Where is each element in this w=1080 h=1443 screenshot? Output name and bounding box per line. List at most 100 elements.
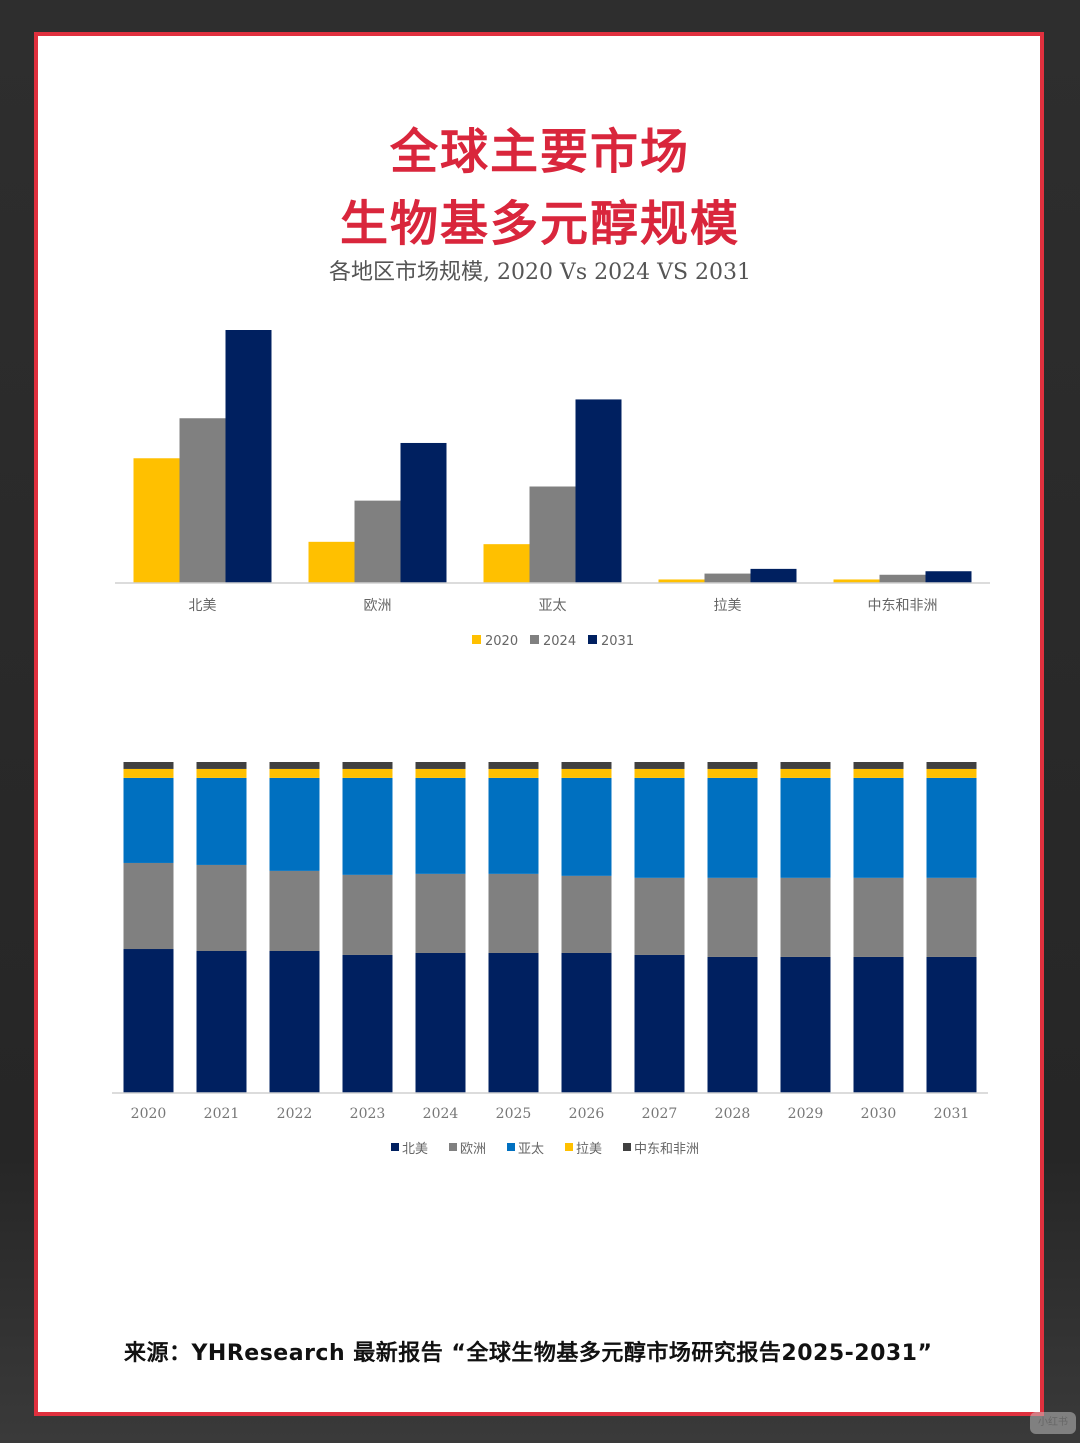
stack-2030-中东和非洲 (853, 762, 904, 769)
stack-2022-北美 (269, 951, 320, 1093)
x-tick-label: 2027 (642, 1106, 678, 1122)
stack-2021-拉美 (196, 768, 247, 778)
stack-2031-中东和非洲 (926, 762, 977, 769)
stack-2028-中东和非洲 (707, 762, 758, 769)
stack-2028-拉美 (707, 768, 758, 778)
legend-swatch-2020 (472, 635, 481, 644)
stack-2025-中东和非洲 (488, 762, 539, 769)
stack-2029-亚太 (780, 777, 831, 878)
stack-2026-中东和非洲 (561, 762, 612, 769)
x-tick-label: 2025 (496, 1106, 532, 1122)
stacked-share-chart: 2020 2021 2022 2023 2024 2025 2026 2027 2028 2029… (112, 762, 988, 1157)
stack-2025-亚太 (488, 777, 539, 874)
infographic-card (34, 32, 1044, 1416)
stack-2024-欧洲 (415, 873, 466, 953)
legend-label: 中东和非洲 (634, 1142, 699, 1157)
x-tick-label: 2024 (423, 1106, 459, 1122)
x-tick-label: 2022 (277, 1106, 313, 1122)
stack-2024-拉美 (415, 768, 466, 778)
stack-2026-北美 (561, 952, 612, 1093)
legend-label: 2031 (601, 634, 634, 649)
stack-2025-拉美 (488, 768, 539, 778)
stack-2029-中东和非洲 (780, 762, 831, 769)
x-tick-label: 2028 (715, 1106, 751, 1122)
watermark: 小红书 (1030, 1412, 1076, 1434)
stack-2025-欧洲 (488, 873, 539, 953)
x-tick-label: 2021 (204, 1106, 240, 1122)
stack-2026-亚太 (561, 777, 612, 876)
stack-2027-中东和非洲 (634, 762, 685, 769)
stack-2021-北美 (196, 951, 247, 1093)
stack-2023-亚太 (342, 777, 393, 875)
x-tick-label: 北美 (189, 598, 217, 614)
stack-2031-欧洲 (926, 877, 977, 957)
stack-2020-中东和非洲 (123, 762, 174, 769)
legend-label: 2024 (543, 634, 576, 649)
stack-2027-欧洲 (634, 877, 685, 955)
bar-北美-2020 (133, 458, 180, 583)
regional-bar-chart: 北美 欧洲 亚太 拉美 中东和非洲 2020 2024 2031 (115, 330, 990, 649)
stack-2027-拉美 (634, 768, 685, 778)
legend-swatch-亚太 (507, 1143, 515, 1151)
stack-2023-欧洲 (342, 874, 393, 955)
legend-label: 北美 (402, 1142, 428, 1157)
page-title-line2: 生物基多元醇规模 (339, 196, 740, 252)
chart1-title: 各地区市场规模, 2020 Vs 2024 VS 2031 (328, 260, 752, 285)
stack-2028-亚太 (707, 777, 758, 878)
x-tick-label: 拉美 (714, 598, 742, 614)
page-title-line1: 全球主要市场 (389, 124, 690, 180)
stack-2025-北美 (488, 952, 539, 1093)
x-tick-label: 2031 (934, 1106, 970, 1122)
stack-2026-欧洲 (561, 875, 612, 953)
stack-2028-欧洲 (707, 877, 758, 957)
stack-2020-欧洲 (123, 862, 174, 950)
stack-2030-欧洲 (853, 877, 904, 957)
x-tick-label: 亚太 (539, 598, 567, 614)
stack-2029-拉美 (780, 768, 831, 778)
stack-2024-中东和非洲 (415, 762, 466, 769)
stack-2030-拉美 (853, 768, 904, 778)
x-tick-label: 欧洲 (364, 598, 392, 614)
legend-label: 欧洲 (460, 1142, 486, 1157)
stack-2029-欧洲 (780, 877, 831, 957)
x-tick-label: 2020 (131, 1106, 167, 1122)
legend-swatch-北美 (391, 1143, 399, 1151)
stack-2030-北美 (853, 956, 904, 1093)
stack-2027-北美 (634, 954, 685, 1093)
bar-中东和非洲-2020 (833, 579, 880, 583)
stack-2024-亚太 (415, 777, 466, 874)
legend-swatch-2031 (588, 635, 597, 644)
stack-2020-亚太 (123, 777, 174, 863)
stack-2023-北美 (342, 954, 393, 1093)
bar-北美-2031 (225, 330, 272, 583)
source-note: 来源：YHResearch 最新报告 “全球生物基多元醇市场研究报告2025-2… (124, 1341, 933, 1366)
legend-label: 拉美 (576, 1142, 602, 1157)
x-tick-label: 2023 (350, 1106, 386, 1122)
stack-2022-拉美 (269, 768, 320, 778)
bar-中东和非洲-2024 (879, 574, 926, 583)
stack-2031-北美 (926, 956, 977, 1093)
stack-2020-北美 (123, 949, 174, 1093)
stack-2021-中东和非洲 (196, 762, 247, 769)
legend-swatch-欧洲 (449, 1143, 457, 1151)
stack-2026-拉美 (561, 768, 612, 778)
stack-2020-拉美 (123, 768, 174, 778)
legend-label: 亚太 (518, 1142, 544, 1157)
bar-北美-2024 (179, 418, 226, 583)
x-tick-label: 2026 (569, 1106, 605, 1122)
bar-欧洲-2020 (308, 541, 355, 583)
x-tick-label: 中东和非洲 (868, 598, 938, 614)
stack-2022-亚太 (269, 777, 320, 871)
bar-欧洲-2024 (354, 500, 401, 583)
legend-swatch-2024 (530, 635, 539, 644)
x-tick-label: 2029 (788, 1106, 824, 1122)
bar-中东和非洲-2031 (925, 571, 972, 583)
stack-2031-拉美 (926, 768, 977, 778)
stack-2028-北美 (707, 956, 758, 1093)
x-tick-label: 2030 (861, 1106, 897, 1122)
legend-swatch-中东和非洲 (623, 1143, 631, 1151)
bar-欧洲-2031 (400, 442, 447, 583)
legend-label: 2020 (485, 634, 518, 649)
bar-拉美-2024 (704, 573, 751, 583)
stack-2030-亚太 (853, 777, 904, 878)
